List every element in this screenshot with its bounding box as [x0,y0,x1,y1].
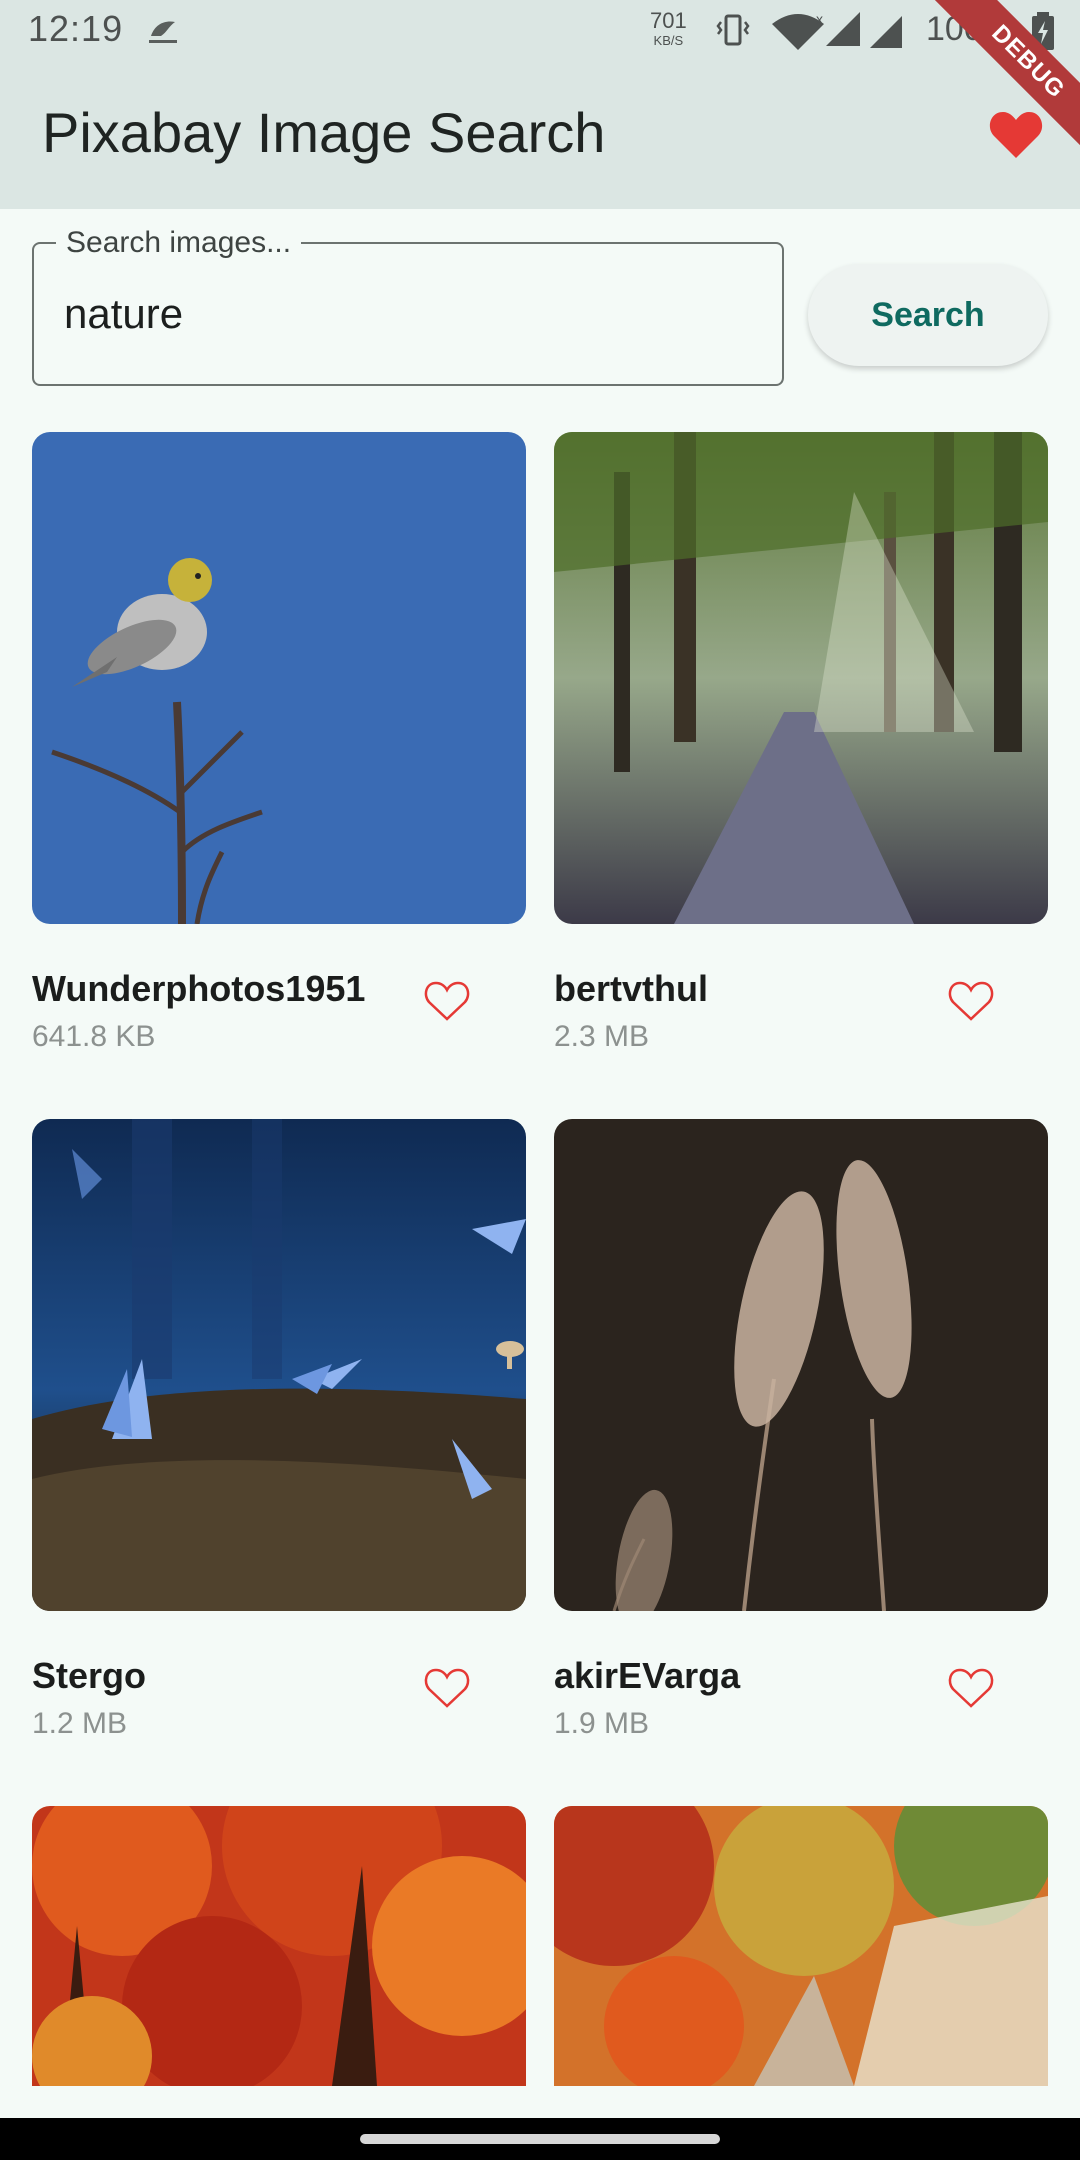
search-button[interactable]: Search [808,264,1048,366]
favorite-outline-heart-icon[interactable] [948,980,994,1022]
result-size: 641.8 KB [32,1020,156,1053]
result-card[interactable] [554,1806,1048,2086]
status-bar: 12:19 701 KB/S x 100% [0,0,1080,62]
wifi-icon: x [772,12,824,50]
result-image[interactable] [32,432,526,924]
result-image[interactable] [554,432,1048,924]
search-value[interactable]: nature [64,290,184,337]
svg-text:x: x [816,12,823,27]
result-author: bertvthul [554,968,709,1009]
favorites-heart-icon[interactable] [988,108,1044,160]
favorite-outline-heart-icon[interactable] [424,980,470,1022]
network-speed: 701 KB/S [650,8,687,48]
result-image[interactable] [554,1119,1048,1611]
result-image[interactable] [32,1806,526,2086]
page-title: Pixabay Image Search [42,101,606,164]
result-author: akirEVarga [554,1655,741,1696]
search-label: Search images... [56,226,302,260]
result-image[interactable] [554,1806,1048,2086]
search-input[interactable]: Search images... nature [32,226,784,386]
app-bar: 12:19 701 KB/S x 100% DEBUG [0,0,1080,209]
result-author: Stergo [32,1655,147,1696]
app-notification-icon [149,21,177,43]
result-card[interactable]: bertvthul 2.3 MB [554,432,1048,1072]
result-size: 1.9 MB [554,1707,650,1740]
home-gesture-handle[interactable] [360,2134,720,2144]
result-author: Wunderphotos1951 [32,968,366,1009]
result-card[interactable]: Wunderphotos1951 641.8 KB [32,432,526,1072]
favorite-outline-heart-icon[interactable] [424,1667,470,1709]
result-image[interactable] [32,1119,526,1611]
signal-icon [826,12,860,46]
favorite-outline-heart-icon[interactable] [948,1667,994,1709]
result-card[interactable]: akirEVarga 1.9 MB [554,1119,1048,1759]
status-time: 12:19 [28,8,124,49]
vibrate-icon [716,14,750,46]
signal-icon-2 [870,16,902,48]
result-card[interactable]: Stergo 1.2 MB [32,1119,526,1759]
result-card[interactable] [32,1806,526,2086]
result-size: 2.3 MB [554,1020,650,1053]
result-size: 1.2 MB [32,1707,128,1740]
